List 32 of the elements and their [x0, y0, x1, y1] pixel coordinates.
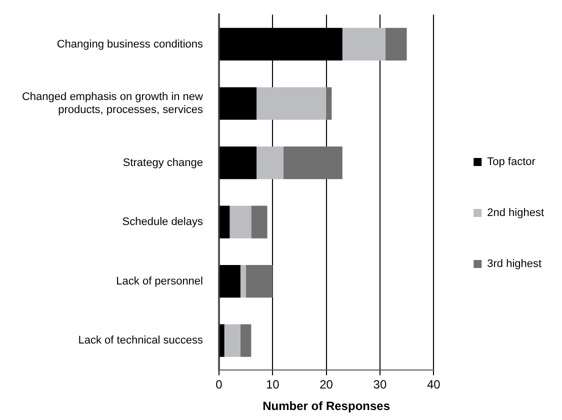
- x-tick-label: 10: [266, 378, 280, 392]
- bar: [240, 324, 252, 357]
- bar: [326, 87, 332, 120]
- x-tick-label: 20: [320, 378, 334, 392]
- x-axis-title: Number of Responses: [262, 399, 390, 414]
- y-tick-label: Changed emphasis on growth in new products, processes, services: [22, 90, 204, 116]
- bar: [283, 146, 342, 180]
- bar: [224, 324, 240, 357]
- bar: [256, 146, 284, 180]
- y-tick-label: Changing business conditions: [56, 38, 204, 50]
- bar: [342, 28, 386, 61]
- bar: [230, 206, 252, 238]
- bar: [220, 87, 257, 120]
- x-tick-label: 30: [373, 378, 387, 392]
- bar: [256, 87, 326, 120]
- y-tick-label: Strategy change: [122, 156, 203, 169]
- bar: [220, 206, 230, 238]
- bar: [220, 146, 257, 180]
- bar: [251, 206, 268, 238]
- bar: [385, 28, 407, 61]
- legend-label: 3rd highest: [487, 258, 542, 270]
- legend-label: Top factor: [487, 156, 536, 168]
- y-tick-label: Lack of personnel: [116, 275, 203, 288]
- bar: [240, 265, 246, 298]
- legend-label: 2nd highest: [487, 207, 544, 220]
- y-tick-label: Lack of technical success: [78, 334, 204, 347]
- x-tick-label: 0: [216, 378, 223, 392]
- x-tick-label: 40: [426, 378, 441, 392]
- bar: [220, 324, 224, 357]
- y-tick-label: Schedule delays: [122, 216, 204, 228]
- bar: [220, 265, 240, 298]
- bar: [246, 265, 273, 298]
